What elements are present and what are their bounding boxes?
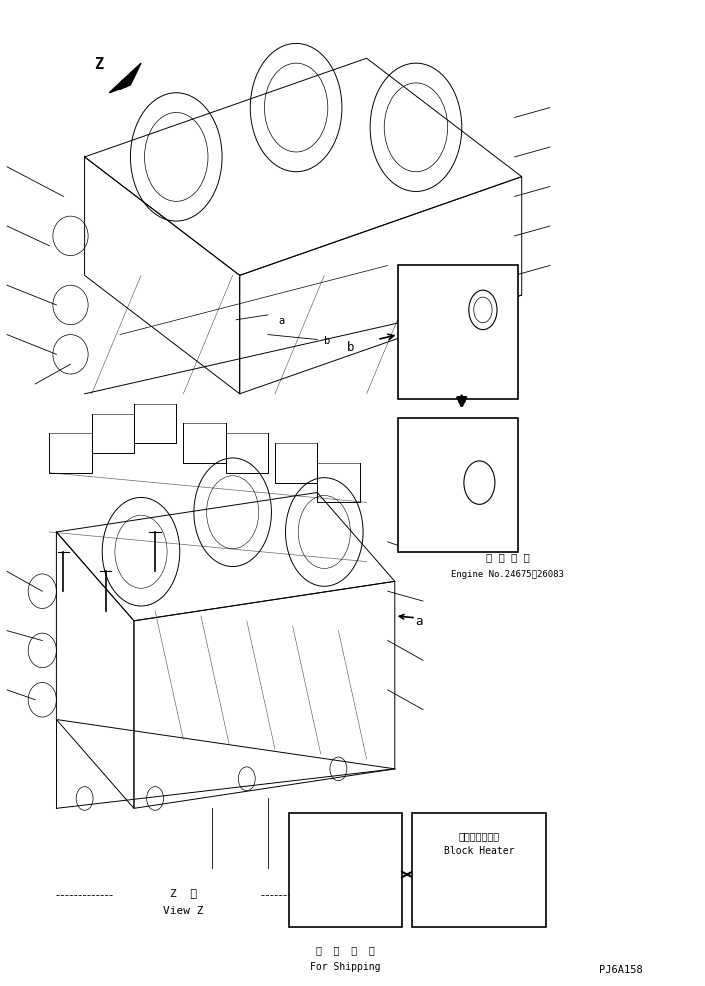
- Text: Z  視: Z 視: [170, 887, 197, 897]
- Text: a: a: [416, 614, 423, 628]
- Text: View Z: View Z: [163, 905, 204, 915]
- Text: For Shipping: For Shipping: [310, 961, 381, 971]
- Text: Z: Z: [94, 56, 103, 72]
- Text: b: b: [348, 340, 355, 354]
- Text: Engine No.24675～26083: Engine No.24675～26083: [451, 569, 564, 579]
- Polygon shape: [109, 64, 141, 94]
- FancyBboxPatch shape: [398, 266, 518, 399]
- Text: 運  搬  部  品: 運 搬 部 品: [316, 945, 375, 954]
- FancyBboxPatch shape: [289, 813, 402, 927]
- FancyBboxPatch shape: [398, 419, 518, 552]
- Text: PJ6A158: PJ6A158: [599, 964, 642, 974]
- Text: ブロックヒータ: ブロックヒータ: [459, 830, 500, 841]
- Text: b: b: [324, 335, 331, 345]
- Text: Block Heater: Block Heater: [444, 845, 515, 856]
- Text: a: a: [278, 316, 285, 325]
- FancyBboxPatch shape: [412, 813, 546, 927]
- Text: 適 用 号 機: 適 用 号 機: [486, 552, 529, 562]
